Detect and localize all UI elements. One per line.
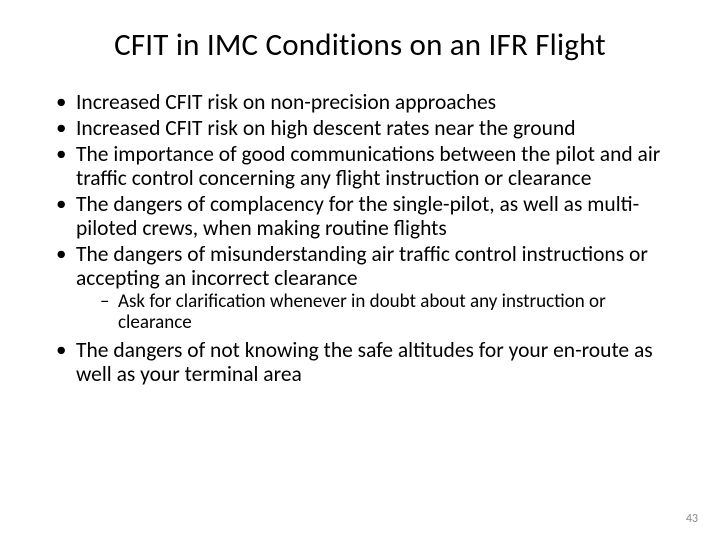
bullet-text: The importance of good communications be… <box>76 141 660 191</box>
bullet-item: The importance of good communications be… <box>56 142 682 190</box>
bullet-text: Increased CFIT risk on high descent rate… <box>76 115 576 141</box>
bullet-item: The dangers of not knowing the safe alti… <box>56 338 682 386</box>
page-number: 43 <box>686 512 698 526</box>
slide-title: CFIT in IMC Conditions on an IFR Flight <box>38 28 682 64</box>
slide: CFIT in IMC Conditions on an IFR Flight … <box>0 0 720 540</box>
bullet-item: The dangers of misunderstanding air traf… <box>56 242 682 334</box>
bullet-text: The dangers of misunderstanding air traf… <box>76 241 648 291</box>
bullet-text: The dangers of complacency for the singl… <box>76 191 639 241</box>
bullet-text: The dangers of not knowing the safe alti… <box>76 337 653 387</box>
sub-bullet-text: Ask for clarification whenever in doubt … <box>118 290 606 334</box>
sub-bullet-item: Ask for clarification whenever in doubt … <box>100 292 682 334</box>
bullet-list: Increased CFIT risk on non-precision app… <box>38 90 682 387</box>
sub-bullet-list: Ask for clarification whenever in doubt … <box>76 292 682 334</box>
bullet-text: Increased CFIT risk on non-precision app… <box>76 89 496 115</box>
bullet-item: Increased CFIT risk on high descent rate… <box>56 116 682 140</box>
bullet-item: The dangers of complacency for the singl… <box>56 192 682 240</box>
bullet-item: Increased CFIT risk on non-precision app… <box>56 90 682 114</box>
